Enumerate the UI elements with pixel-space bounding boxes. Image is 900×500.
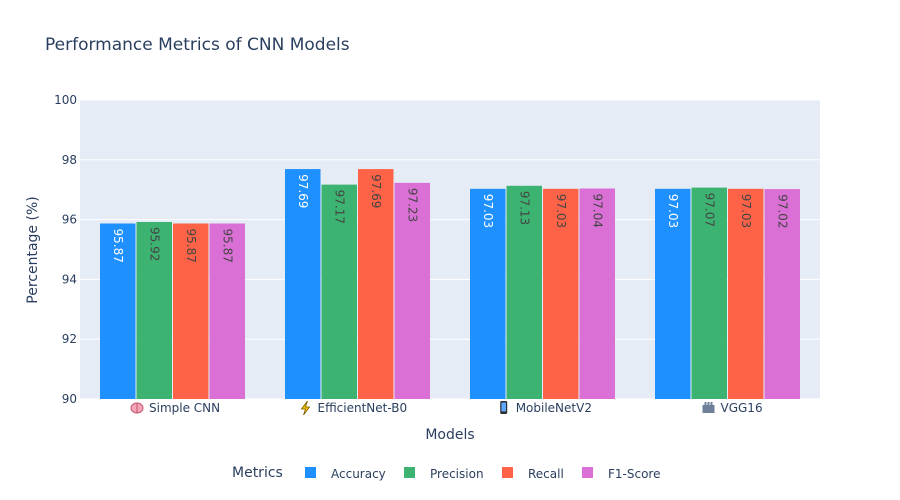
y-tick-label: 100 [54, 93, 77, 107]
bar-precision-3 [691, 187, 727, 399]
y-tick-label: 92 [62, 332, 77, 346]
bar-value-label: 97.23 [405, 188, 419, 222]
bar-value-label: 97.17 [332, 190, 346, 224]
bar-accuracy-3 [655, 188, 691, 399]
bar-precision-0 [136, 221, 172, 399]
building-icon [702, 402, 715, 413]
lightning-shape [300, 400, 311, 416]
bars-group: 95.87 97.69 97.03 97.03 95.92 97.17 97.13 97.07… [100, 169, 800, 399]
bar-f1-score-1 [394, 182, 430, 399]
bar-value-label: 97.69 [369, 174, 383, 208]
x-tick-label: VGG16 [721, 401, 763, 415]
bar-accuracy-2 [470, 188, 506, 399]
building-column [710, 402, 713, 405]
building-column [707, 402, 710, 405]
bar-value-label: 95.87 [184, 228, 198, 262]
bar-value-label: 95.87 [220, 228, 234, 262]
bar-recall-0 [173, 223, 209, 399]
x-tick-label: Simple CNN [149, 401, 220, 415]
bar-f1-score-3 [764, 189, 800, 399]
bar-precision-2 [506, 185, 542, 399]
bar-value-label: 97.03 [739, 194, 753, 228]
y-tick-label: 98 [62, 153, 77, 167]
bar-recall-1 [358, 169, 394, 399]
brain-icon [130, 402, 144, 414]
bar-value-label: 97.07 [702, 193, 716, 227]
bar-f1-score-2 [579, 188, 615, 399]
legend-swatch [305, 467, 316, 478]
bar-value-label: 95.92 [147, 227, 161, 261]
chart-title: Performance Metrics of CNN Models [45, 35, 350, 55]
bar-value-label: 95.87 [111, 228, 125, 262]
x-axis-title: Models [425, 427, 474, 443]
legend-title: Metrics [232, 465, 283, 481]
legend-label: F1-Score [608, 467, 660, 481]
bar-value-label: 97.03 [481, 194, 495, 228]
bar-accuracy-1 [285, 169, 321, 399]
building-base [702, 405, 715, 413]
bar-precision-1 [321, 184, 357, 399]
legend-label: Accuracy [331, 467, 386, 481]
legend-item-precision[interactable]: Precision [404, 467, 484, 481]
bar-f1-score-0 [209, 223, 245, 399]
x-axis-ticks: Simple CNN EfficientNet-B0 MobileNetV2 VGG1… [130, 400, 763, 416]
legend-swatch [582, 467, 593, 478]
building-column [704, 402, 707, 405]
bar-value-label: 97.04 [590, 194, 604, 228]
legend: Metrics Accuracy Precision Recall F1-Score [232, 465, 660, 481]
bar-recall-3 [728, 188, 764, 399]
bar-value-label: 97.02 [775, 194, 789, 228]
legend-item-recall[interactable]: Recall [502, 467, 564, 481]
mobile-phone-icon [500, 401, 508, 414]
legend-label: Recall [528, 467, 564, 481]
y-tick-label: 90 [62, 392, 77, 406]
y-tick-label: 94 [62, 272, 77, 286]
y-tick-label: 96 [62, 213, 77, 227]
legend-item-accuracy[interactable]: Accuracy [305, 467, 386, 481]
legend-label: Precision [430, 467, 484, 481]
bar-value-label: 97.13 [517, 191, 531, 225]
x-tick-label: MobileNetV2 [516, 401, 592, 415]
legend-swatch [404, 467, 415, 478]
bar-recall-2 [543, 188, 579, 399]
bar-value-label: 97.69 [296, 174, 310, 208]
legend-swatch [502, 467, 513, 478]
bar-accuracy-0 [100, 223, 136, 399]
bar-value-label: 97.03 [554, 194, 568, 228]
legend-item-f1-score[interactable]: F1-Score [582, 467, 660, 481]
lightning-icon [300, 400, 311, 416]
x-tick-label: EfficientNet-B0 [318, 401, 408, 415]
phone-screen [501, 402, 506, 412]
y-axis-title: Percentage (%) [25, 196, 41, 303]
y-axis-ticks: 90 92 94 96 98 100 [54, 93, 77, 406]
bar-value-label: 97.03 [666, 194, 680, 228]
